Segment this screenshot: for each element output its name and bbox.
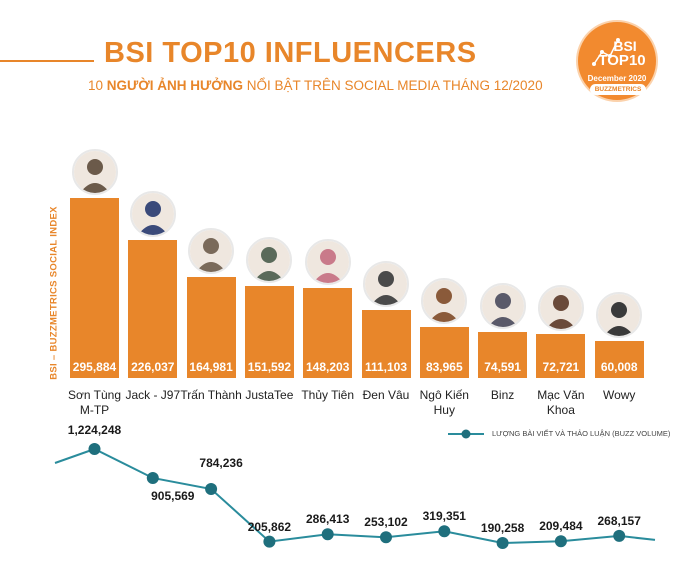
- line-value-label: 253,102: [364, 515, 408, 530]
- influencer-avatar: [71, 148, 118, 195]
- category-label: JustaTee: [245, 388, 294, 402]
- category-label: Thủy Tiên: [301, 388, 355, 402]
- bar: [244, 285, 294, 378]
- bar: [419, 326, 469, 378]
- bar-value-label: 72,721: [542, 360, 580, 374]
- bsi-top10-badge: BSI TOP10 December 2020 BUZZMETRICS: [576, 20, 658, 102]
- line-point: [380, 531, 392, 544]
- line-value-label: 1,224,248: [67, 423, 122, 437]
- buzz-volume-line: [54, 447, 656, 545]
- line-point: [554, 535, 567, 548]
- bar-value-label: 148,203: [305, 360, 350, 374]
- bar: [70, 197, 119, 378]
- bar: [536, 333, 586, 378]
- line-value-label: 319,351: [422, 509, 466, 524]
- line-value-label: 905,569: [151, 488, 195, 503]
- influencer-avatar: [479, 283, 526, 330]
- influencer-avatar: [363, 261, 409, 308]
- category-label: Đen Vâu: [362, 388, 410, 402]
- line-point: [88, 443, 101, 455]
- influencer-avatar: [537, 284, 584, 331]
- line-value-label: 209,484: [539, 519, 583, 534]
- legend-line-icon: [448, 429, 484, 439]
- badge-trend-icon: [592, 38, 620, 66]
- line-point: [613, 529, 626, 542]
- bar-value-label: 164,981: [189, 360, 233, 374]
- title-decor-line: [0, 60, 94, 62]
- influencer-avatar: [246, 236, 293, 283]
- influencer-avatar: [129, 191, 176, 238]
- bar-value-label: 111,103: [364, 360, 408, 374]
- bar: [128, 240, 178, 378]
- influencer-avatar: [304, 238, 351, 285]
- influencer-avatar: [188, 228, 235, 275]
- line-point: [263, 535, 276, 548]
- line-point: [496, 537, 509, 549]
- bar: [303, 287, 353, 378]
- line-point: [321, 528, 334, 541]
- badge-brand: BUZZMETRICS: [590, 84, 646, 95]
- line-value-label: 286,413: [305, 512, 350, 527]
- bar-value-label: 295,884: [72, 360, 117, 374]
- bar-value-label: 226,037: [131, 360, 175, 374]
- subtitle-prefix: 10: [88, 78, 107, 93]
- bar: [594, 341, 644, 378]
- category-label: Wowy: [602, 388, 636, 402]
- line-value-label: 268,157: [597, 513, 641, 528]
- line-point: [146, 471, 159, 484]
- line-value-label: 784,236: [199, 456, 243, 470]
- category-label: Ngô Kiến Huy: [419, 388, 469, 417]
- badge-month: December 2020: [587, 74, 647, 83]
- line-point: [438, 525, 451, 538]
- influencer-avatar: [421, 277, 468, 324]
- bar-value-label: 74,591: [484, 360, 521, 374]
- category-label: Sơn Tùng M-TP: [67, 388, 121, 417]
- bar-value-label: 151,592: [247, 360, 292, 374]
- bar-value-label: 60,008: [600, 360, 638, 374]
- bar-value-label: 83,965: [425, 360, 463, 374]
- subtitle-bold: NGƯỜI ẢNH HƯỞNG: [106, 78, 243, 93]
- legend-label: LƯỢNG BÀI VIẾT VÀ THẢO LUẬN (BUZZ VOLUME…: [492, 429, 671, 438]
- chart-title: BSI TOP10 INFLUENCERS: [104, 37, 477, 69]
- category-label: Jack - J97: [125, 388, 181, 402]
- line-value-label: 190,258: [480, 521, 525, 535]
- line-value-label: 205,862: [247, 519, 292, 534]
- bar: [361, 310, 411, 378]
- influencer-avatar: [596, 292, 643, 339]
- bar: [478, 332, 528, 378]
- badge-line1: BSI: [613, 38, 637, 54]
- subtitle-rest: NỔI BẬT TRÊN SOCIAL MEDIA THÁNG 12/2020: [242, 78, 543, 93]
- category-label: Binz: [490, 388, 515, 402]
- bar: [186, 277, 236, 378]
- chart-subtitle: 10 NGƯỜI ẢNH HƯỞNG NỔI BẬT TRÊN SOCIAL M…: [88, 78, 543, 93]
- badge-line2: TOP10: [598, 52, 646, 69]
- line-point: [205, 483, 218, 496]
- category-label: Trấn Thành: [180, 388, 242, 402]
- category-label: Mạc Văn Khoa: [537, 388, 585, 417]
